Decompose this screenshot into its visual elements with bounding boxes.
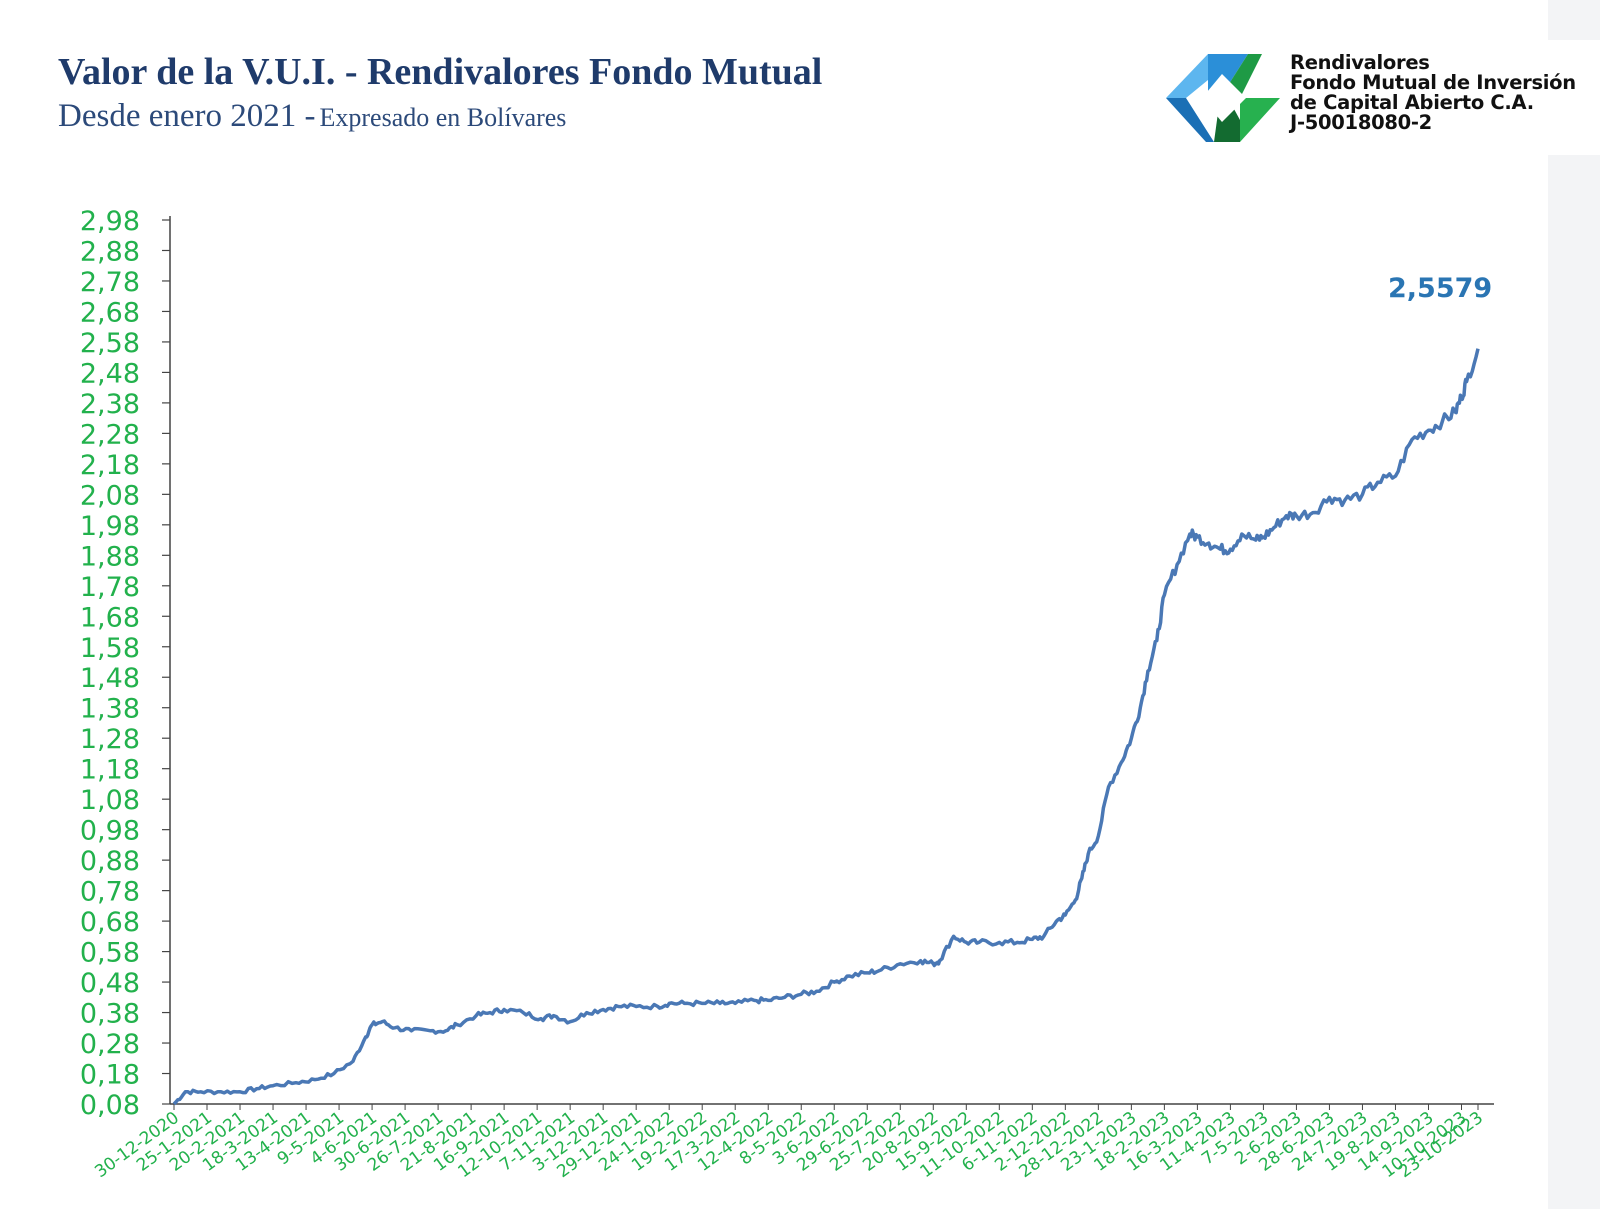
y-tick-label: 1,18 bbox=[80, 755, 140, 786]
company-type-line1: Fondo Mutual de Inversión bbox=[1290, 71, 1576, 94]
y-tick-label: 2,78 bbox=[80, 267, 140, 298]
series-line-vui bbox=[172, 348, 1480, 1106]
y-tick-label: 0,68 bbox=[80, 907, 140, 938]
y-tick-label: 0,28 bbox=[80, 1029, 140, 1060]
company-info: Rendivalores Fondo Mutual de Inversión d… bbox=[1290, 53, 1576, 133]
y-tick-label: 0,18 bbox=[80, 1060, 140, 1091]
y-tick-label: 1,58 bbox=[80, 633, 140, 664]
y-tick-label: 1,28 bbox=[80, 724, 140, 755]
y-tick-label: 2,28 bbox=[80, 419, 140, 450]
y-tick-label: 0,38 bbox=[80, 999, 140, 1030]
y-tick-label: 2,38 bbox=[80, 389, 140, 420]
y-tick-label: 1,98 bbox=[80, 511, 140, 542]
company-type-line2: de Capital Abierto C.A. bbox=[1290, 91, 1534, 114]
right-margin-strip bbox=[1548, 0, 1600, 1209]
last-value-label: 2,5579 bbox=[1388, 273, 1492, 304]
y-tick-label: 1,48 bbox=[80, 663, 140, 694]
y-tick-label: 0,88 bbox=[80, 846, 140, 877]
y-tick-label: 2,08 bbox=[80, 480, 140, 511]
y-tick-label: 2,68 bbox=[80, 297, 140, 328]
page-subtitle: Desde enero 2021 - Expresado en Bolívare… bbox=[58, 98, 566, 135]
x-axis: 30-12-202025-1-202120-2-202118-3-202113-… bbox=[91, 1103, 1494, 1182]
y-tick-label: 0,58 bbox=[80, 938, 140, 969]
y-tick-label: 1,78 bbox=[80, 572, 140, 603]
subtitle-main: Desde enero 2021 - bbox=[58, 98, 316, 134]
y-tick-label: 2,18 bbox=[80, 450, 140, 481]
page-title: Valor de la V.U.I. - Rendivalores Fondo … bbox=[58, 51, 823, 93]
y-tick-label: 0,78 bbox=[80, 877, 140, 908]
y-tick-label: 0,98 bbox=[80, 816, 140, 847]
y-axis: 2,982,882,782,682,582,482,382,282,182,08… bbox=[80, 206, 171, 1121]
y-tick-label: 0,08 bbox=[80, 1090, 140, 1121]
company-logo-icon bbox=[1166, 54, 1280, 142]
y-tick-label: 1,88 bbox=[80, 541, 140, 572]
y-tick-label: 2,88 bbox=[80, 236, 140, 267]
y-tick-label: 2,48 bbox=[80, 358, 140, 389]
company-name: Rendivalores bbox=[1290, 51, 1430, 74]
subtitle-small: Expresado en Bolívares bbox=[319, 103, 567, 132]
y-tick-label: 1,38 bbox=[80, 694, 140, 725]
strip-cutout bbox=[1548, 40, 1600, 155]
y-tick-label: 1,68 bbox=[80, 602, 140, 633]
y-tick-label: 2,98 bbox=[80, 206, 140, 237]
company-rif: J-50018080-2 bbox=[1290, 111, 1432, 134]
y-tick-label: 1,08 bbox=[80, 785, 140, 816]
y-tick-label: 0,48 bbox=[80, 968, 140, 999]
y-tick-label: 2,58 bbox=[80, 328, 140, 359]
